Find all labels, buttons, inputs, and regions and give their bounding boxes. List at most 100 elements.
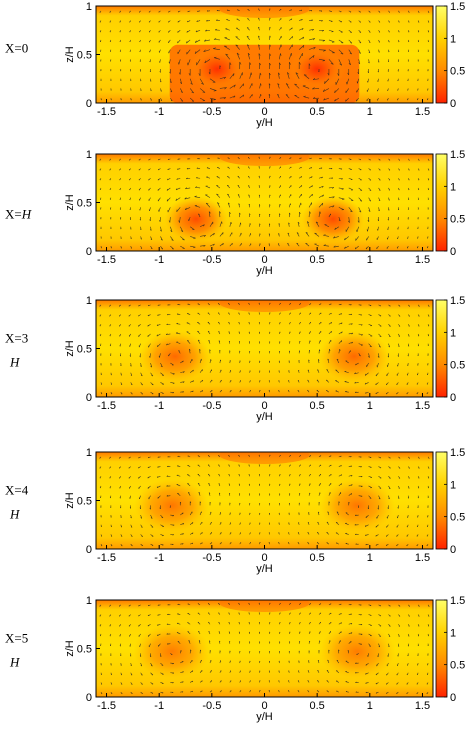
x-tick-label: 0.5 (310, 700, 325, 712)
x-axis-label: y/H (256, 411, 273, 423)
colorbar-tick-label: 1.5 (450, 447, 465, 459)
x-tick-label: -0.5 (202, 400, 221, 412)
colorbar-tick-label: 0 (450, 692, 456, 704)
y-tick-label: 1 (86, 149, 92, 161)
x-tick-label: 0.5 (310, 106, 325, 118)
x-tick-label: 1.5 (415, 400, 430, 412)
y-tick-label: 0 (86, 246, 92, 258)
x-tick-label: -0.5 (202, 552, 221, 564)
x-tick-label: -1.5 (97, 700, 116, 712)
velocity-field (96, 300, 433, 397)
x-tick-label: 0 (261, 254, 267, 266)
x-axis-label: y/H (256, 265, 273, 277)
x-tick-label: -1 (154, 254, 164, 266)
velocity-field (96, 600, 433, 697)
x-tick-label: -1.5 (97, 400, 116, 412)
colorbar-tick-label: 1.5 (450, 1, 465, 13)
y-tick-label: 0 (86, 692, 92, 704)
y-axis-label: z/H (64, 194, 76, 211)
y-tick-label: 0.5 (77, 644, 92, 656)
panel-title-unit: H (9, 355, 20, 370)
x-tick-label: -1 (154, 106, 164, 118)
colorbar (435, 5, 448, 104)
panel-1: -1.5 -1 -0.5 0 0.5 1 1.5 0 0.5 1 y/H z/H 1.5 1 0.5 0 X=0 (5, 1, 465, 129)
x-axis-label: y/H (256, 117, 273, 129)
y-axis-label: z/H (64, 640, 76, 657)
y-axis-label: z/H (64, 46, 76, 63)
colorbar-tick-label: 1 (450, 33, 456, 45)
x-tick-label: 1 (367, 400, 373, 412)
colorbar-tick-label: 1 (450, 627, 456, 639)
x-tick-label: -1.5 (97, 106, 116, 118)
x-tick-label: 0.5 (310, 552, 325, 564)
y-tick-label: 1 (86, 595, 92, 607)
y-axis-label: z/H (64, 340, 76, 357)
y-tick-label: 0 (86, 544, 92, 556)
panel-title: X=4 (5, 483, 29, 498)
colorbar (435, 153, 448, 252)
x-tick-label: -1.5 (97, 552, 116, 564)
x-tick-label: 1.5 (415, 254, 430, 266)
x-tick-label: 1.5 (415, 700, 430, 712)
x-tick-label: -1.5 (97, 254, 116, 266)
velocity-field (96, 6, 433, 103)
colorbar-tick-label: 0.5 (450, 214, 465, 226)
x-axis-label: y/H (256, 711, 273, 723)
x-tick-label: 0 (261, 400, 267, 412)
y-axis-label: z/H (64, 492, 76, 509)
y-tick-label: 1 (86, 1, 92, 13)
colorbar (435, 299, 448, 398)
colorbar-tick-label: 0 (450, 544, 456, 556)
y-tick-label: 0 (86, 392, 92, 404)
x-tick-label: 1 (367, 552, 373, 564)
x-tick-label: 1 (367, 254, 373, 266)
colorbar-tick-label: 0 (450, 98, 456, 110)
colorbar-tick-label: 1 (450, 181, 456, 193)
y-tick-label: 0.5 (77, 496, 92, 508)
y-tick-label: 0.5 (77, 344, 92, 356)
x-tick-label: 1.5 (415, 106, 430, 118)
y-tick-label: 0.5 (77, 50, 92, 62)
panel-3: -1.5 -1 -0.5 0 0.5 1 1.5 0 0.5 1 y/H z/H 1.5 1 0.5 0 X=3… (5, 295, 465, 423)
x-tick-label: 0 (261, 552, 267, 564)
panel-2: -1.5 -1 -0.5 0 0.5 1 1.5 0 0.5 1 y/H z/H 1.5 1 0.5 0 X=H (5, 149, 465, 277)
panel-title: X=0 (5, 41, 28, 56)
x-tick-label: -1 (154, 552, 164, 564)
colorbar-tick-label: 1 (450, 327, 456, 339)
x-tick-label: 0.5 (310, 400, 325, 412)
x-tick-label: 1 (367, 106, 373, 118)
x-tick-label: -1 (154, 400, 164, 412)
x-tick-label: 0.5 (310, 254, 325, 266)
y-tick-label: 0.5 (77, 198, 92, 210)
x-tick-label: 1.5 (415, 552, 430, 564)
panel-title: X=5 (5, 631, 28, 646)
colorbar (435, 599, 448, 698)
colorbar-tick-label: 0.5 (450, 360, 465, 372)
y-tick-label: 1 (86, 295, 92, 307)
panel-4: -1.5 -1 -0.5 0 0.5 1 1.5 0 0.5 1 y/H z/H 1.5 1 0.5 0 X=4… (5, 447, 465, 575)
velocity-field (96, 452, 433, 549)
panel-5: -1.5 -1 -0.5 0 0.5 1 1.5 0 0.5 1 y/H z/H 1.5 1 0.5 0 X=5… (5, 595, 465, 723)
colorbar-tick-label: 0 (450, 246, 456, 258)
x-tick-label: -0.5 (202, 106, 221, 118)
colorbar-tick-label: 1.5 (450, 595, 465, 607)
y-tick-label: 1 (86, 447, 92, 459)
colorbar-tick-label: 0.5 (450, 66, 465, 78)
x-tick-label: 0 (261, 700, 267, 712)
colorbar-tick-label: 0.5 (450, 512, 465, 524)
panel-title-unit: H (9, 655, 20, 670)
x-tick-label: 0 (261, 106, 267, 118)
y-tick-label: 0 (86, 98, 92, 110)
x-tick-label: 1 (367, 700, 373, 712)
colorbar (435, 451, 448, 550)
colorbar-tick-label: 1 (450, 479, 456, 491)
panel-title: X=H (5, 207, 32, 222)
panel-title-unit: H (9, 507, 20, 522)
panel-title: X=3 (5, 331, 28, 346)
x-tick-label: -0.5 (202, 254, 221, 266)
colorbar-tick-label: 1.5 (450, 149, 465, 161)
colorbar-tick-label: 1.5 (450, 295, 465, 307)
colorbar-tick-label: 0 (450, 392, 456, 404)
x-tick-label: -0.5 (202, 700, 221, 712)
